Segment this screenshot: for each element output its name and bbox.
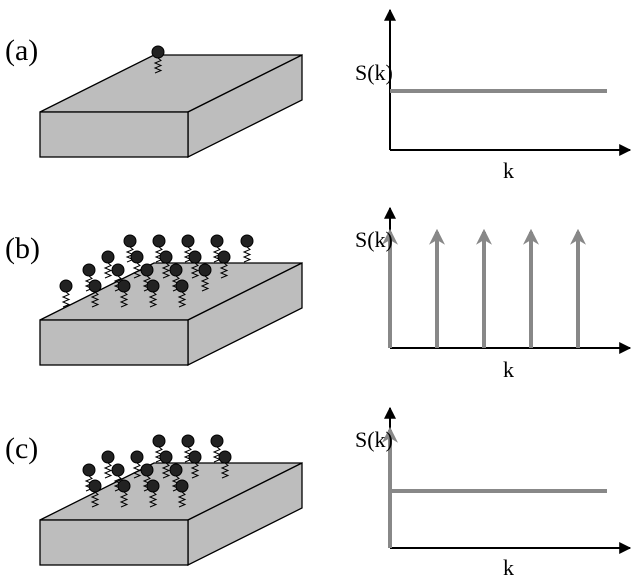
slab-front [39, 111, 189, 158]
molecule-head [159, 250, 173, 264]
molecule-head [152, 234, 166, 248]
molecule-head [217, 250, 231, 264]
molecule-tail [132, 262, 142, 279]
molecule-tail [148, 291, 158, 308]
molecule-head [198, 263, 212, 277]
molecule-tail [103, 262, 113, 279]
x-axis-label: k [503, 555, 514, 577]
molecule-head [240, 234, 254, 248]
molecules [59, 45, 254, 508]
y-axis-label: S(k) [355, 60, 393, 85]
molecule-tail [161, 262, 171, 279]
molecule-tail [132, 462, 142, 479]
molecule-tail [242, 246, 252, 263]
molecule-head [82, 263, 96, 277]
molecule-head [169, 263, 183, 277]
molecule-tail [148, 491, 158, 508]
molecule-head [151, 45, 165, 59]
molecule-head [152, 434, 166, 448]
slab-front [39, 519, 189, 566]
panel-label: (a) [5, 34, 38, 67]
molecule-tail [219, 262, 229, 279]
molecule-head [130, 250, 144, 264]
slabs [39, 53, 303, 567]
molecule-head [146, 479, 160, 493]
molecule-tail [190, 462, 200, 479]
plots [382, 8, 632, 554]
molecule-tail [153, 57, 163, 74]
molecule-head [101, 250, 115, 264]
molecule-head [117, 479, 131, 493]
molecule-head [111, 263, 125, 277]
molecule-head [101, 450, 115, 464]
panel-label: (c) [5, 432, 38, 465]
molecule-head [82, 463, 96, 477]
molecule-tail [61, 291, 71, 308]
molecule-head [59, 279, 73, 293]
panel-label: (b) [5, 232, 40, 265]
y-axis-label: S(k) [355, 427, 393, 452]
molecule-head [210, 434, 224, 448]
molecule-head [210, 234, 224, 248]
molecule-head [188, 250, 202, 264]
molecule-tail [161, 462, 171, 479]
molecule-head [140, 463, 154, 477]
molecule-head [175, 479, 189, 493]
slab-front [39, 319, 189, 366]
molecule-head [218, 450, 232, 464]
molecule-head [140, 263, 154, 277]
molecule-tail [119, 291, 129, 308]
x-axis-label: k [503, 357, 514, 382]
x-axis-label: k [503, 158, 514, 183]
molecule-head [117, 279, 131, 293]
molecule-tail [90, 491, 100, 508]
molecule-tail [119, 491, 129, 508]
molecule-head [159, 450, 173, 464]
molecule-tail [200, 275, 210, 292]
molecule-head [111, 463, 125, 477]
y-axis-label: S(k) [355, 227, 393, 252]
molecule-head [88, 479, 102, 493]
molecule-head [188, 450, 202, 464]
molecule-tail [177, 291, 187, 308]
molecule-head [88, 279, 102, 293]
molecule-head [130, 450, 144, 464]
molecule-tail [90, 291, 100, 308]
molecule-tail [103, 462, 113, 479]
molecule-head [181, 434, 195, 448]
molecule-head [175, 279, 189, 293]
molecule-tail [220, 462, 230, 479]
molecule-head [169, 463, 183, 477]
molecule-tail [190, 262, 200, 279]
molecule-head [123, 234, 137, 248]
molecule-head [146, 279, 160, 293]
molecule-tail [177, 491, 187, 508]
molecule-head [181, 234, 195, 248]
